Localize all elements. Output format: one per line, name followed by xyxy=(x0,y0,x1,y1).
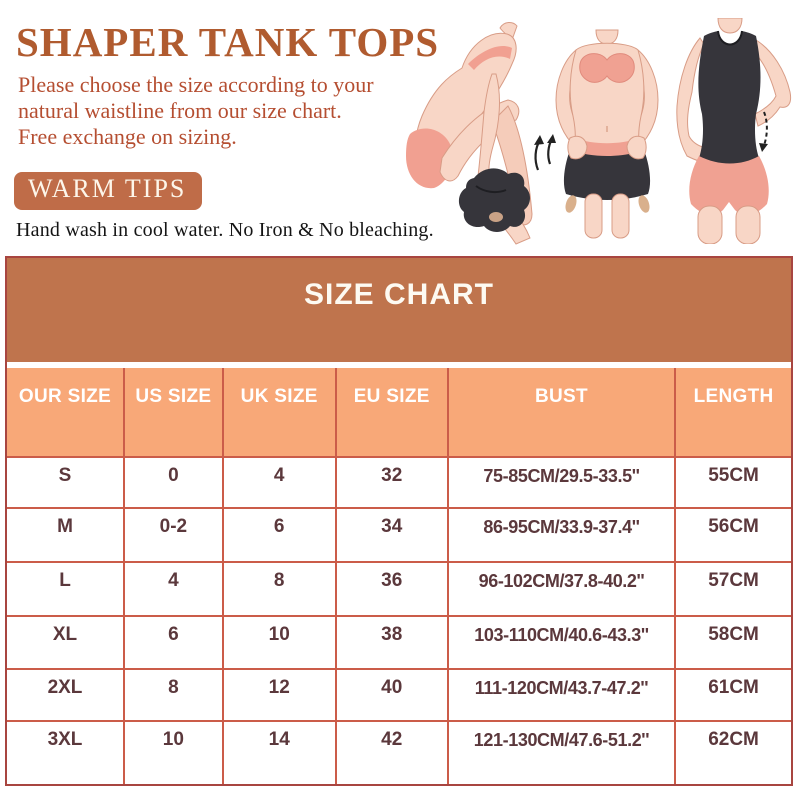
table-cell: 0-2 xyxy=(125,509,224,561)
table-cell: 121-130CM/47.6-51.2'' xyxy=(449,722,677,784)
shapewear-illustrations xyxy=(398,6,800,250)
column-header-us-size: US SIZE xyxy=(125,368,224,456)
intro-line: Free exchange on sizing. xyxy=(18,124,237,149)
table-cell: 6 xyxy=(224,509,337,561)
table-cell: 36 xyxy=(337,563,449,615)
table-cell: 8 xyxy=(224,563,337,615)
table-row: 3XL 10 14 42 121-130CM/47.6-51.2'' 62CM xyxy=(7,720,791,784)
table-cell: 62CM xyxy=(708,729,759,750)
table-cell: 96-102CM/37.8-40.2'' xyxy=(449,563,677,615)
intro-line: natural waistline from our size chart. xyxy=(18,98,342,123)
woman-wearing-tank-illustration xyxy=(676,18,792,244)
table-cell: 10 xyxy=(224,617,337,668)
table-cell: 3XL xyxy=(7,722,125,784)
table-row: XL 6 10 38 103-110CM/40.6-43.3'' 58CM xyxy=(7,615,791,668)
table-cell: 34 xyxy=(337,509,449,561)
table-cell: 57CM xyxy=(708,570,759,591)
table-cell: 0 xyxy=(125,458,224,507)
table-header-row: OUR SIZE US SIZE UK SIZE EU SIZE BUST LE… xyxy=(7,368,791,456)
table-cell: 14 xyxy=(224,722,337,784)
table-cell: 8 xyxy=(125,670,224,720)
table-row: L 4 8 36 96-102CM/37.8-40.2'' 57CM xyxy=(7,561,791,615)
table-cell: XL xyxy=(7,617,125,668)
table-cell: 38 xyxy=(337,617,449,668)
table-cell: 86-95CM/33.9-37.4'' xyxy=(449,509,677,561)
table-row: M 0-2 6 34 86-95CM/33.9-37.4'' 56CM xyxy=(7,507,791,561)
table-cell: 2XL xyxy=(7,670,125,720)
table-row: S 0 4 32 75-85CM/29.5-33.5'' 55CM xyxy=(7,456,791,507)
woman-pulling-shaper-illustration xyxy=(555,29,659,239)
table-cell: 58CM xyxy=(708,624,759,645)
table-cell: 10 xyxy=(125,722,224,784)
waist-slimming-arrow-icon xyxy=(759,111,768,152)
size-chart-title: SIZE CHART xyxy=(7,258,791,362)
table-cell: 75-85CM/29.5-33.5'' xyxy=(449,458,677,507)
table-cell: S xyxy=(7,458,125,507)
warm-tips-badge: WARM TIPS xyxy=(14,172,203,210)
page-title: SHAPER TANK TOPS xyxy=(16,19,440,65)
table-cell: 61CM xyxy=(708,677,759,698)
size-chart: SIZE CHART OUR SIZE US SIZE UK SIZE EU S… xyxy=(5,256,793,786)
table-cell: 103-110CM/40.6-43.3'' xyxy=(449,617,677,668)
table-cell: 32 xyxy=(337,458,449,507)
table-cell: 56CM xyxy=(708,516,759,537)
column-header-bust: BUST xyxy=(449,368,677,456)
divider xyxy=(7,362,791,368)
intro-line: Please choose the size according to your xyxy=(18,72,374,97)
table-cell: 55CM xyxy=(708,465,759,486)
seated-woman-illustration xyxy=(406,22,556,245)
table-cell: 4 xyxy=(125,563,224,615)
table-cell: 6 xyxy=(125,617,224,668)
table-cell: 12 xyxy=(224,670,337,720)
table-cell: L xyxy=(7,563,125,615)
table-cell: M xyxy=(7,509,125,561)
table-cell: 111-120CM/43.7-47.2'' xyxy=(449,670,677,720)
intro-text: Please choose the size according to your… xyxy=(18,72,458,150)
column-header-eu-size: EU SIZE xyxy=(337,368,449,456)
table-row: 2XL 8 12 40 111-120CM/43.7-47.2'' 61CM xyxy=(7,668,791,720)
column-header-our-size: OUR SIZE xyxy=(7,368,125,456)
table-cell: 4 xyxy=(224,458,337,507)
care-instructions: Hand wash in cool water. No Iron & No bl… xyxy=(16,219,434,241)
up-arrow-icon xyxy=(534,134,556,171)
table-cell: 42 xyxy=(337,722,449,784)
table-cell: 40 xyxy=(337,670,449,720)
column-header-length: LENGTH xyxy=(693,386,774,407)
column-header-uk-size: UK SIZE xyxy=(224,368,337,456)
